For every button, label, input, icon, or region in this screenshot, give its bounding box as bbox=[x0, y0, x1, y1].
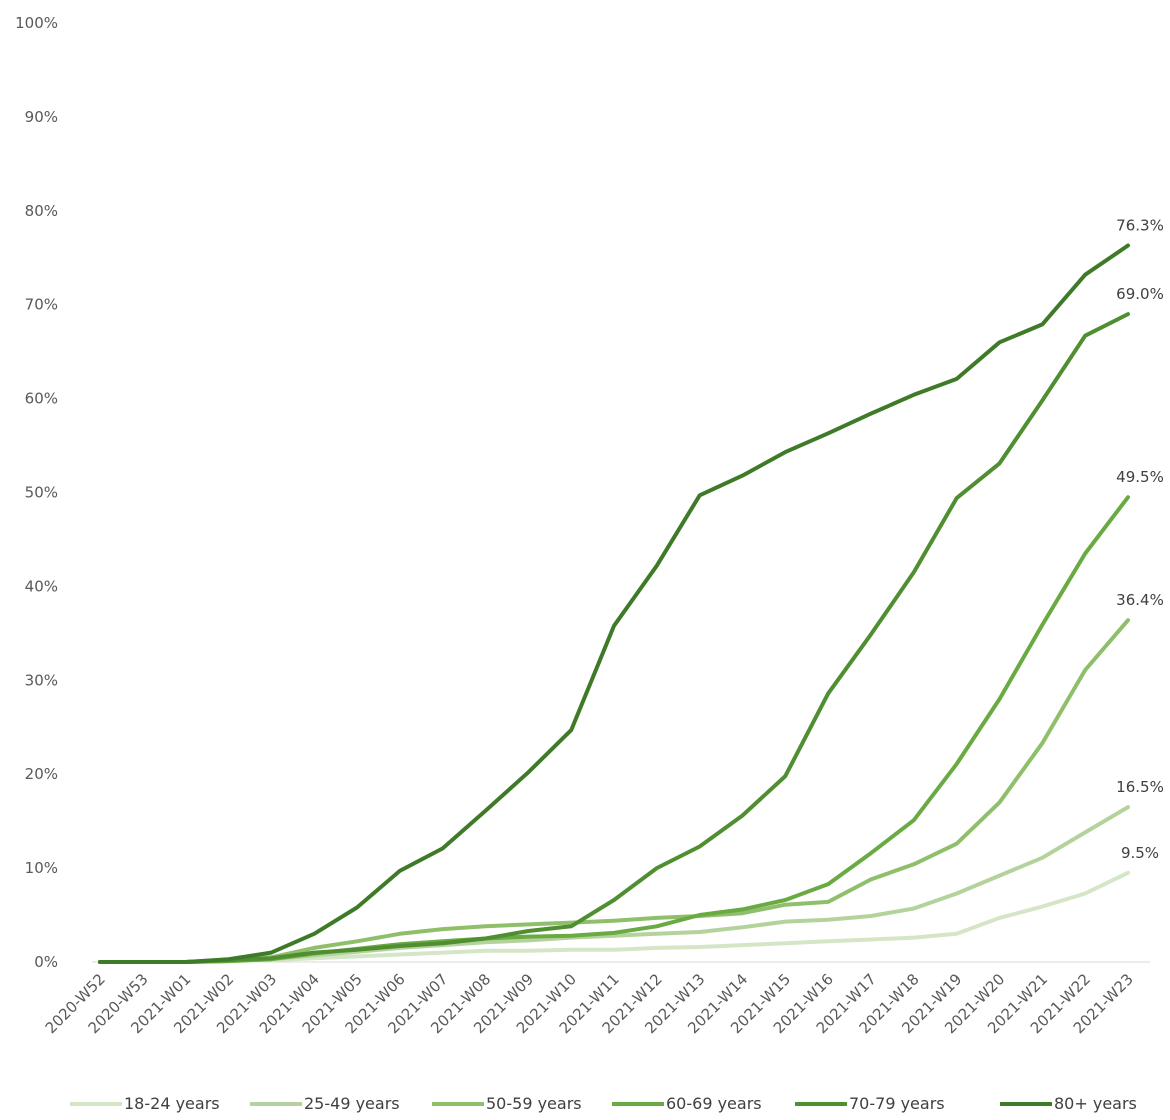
series-line-80-years bbox=[98, 243, 1130, 964]
y-tick-label: 70% bbox=[25, 296, 58, 314]
legend-label-60-69-years: 60-69 years bbox=[666, 1094, 762, 1113]
x-axis: 2020-W522020-W532021-W012021-W022021-W03… bbox=[42, 961, 1150, 1037]
legend-label-70-79-years: 70-79 years bbox=[849, 1094, 945, 1113]
series-line-70-79-years bbox=[98, 312, 1130, 964]
end-labels: 9.5% 16.5% 36.4% 49.5% 69.0% 76.3% bbox=[1116, 217, 1164, 862]
series-layer bbox=[98, 243, 1130, 964]
legend-label-80-years: 80+ years bbox=[1054, 1094, 1137, 1113]
y-tick-label: 100% bbox=[15, 14, 58, 32]
data-label-70-79-years: 69.0% bbox=[1116, 285, 1164, 303]
data-label-80-years: 76.3% bbox=[1116, 217, 1164, 235]
legend-label-25-49-years: 25-49 years bbox=[304, 1094, 400, 1113]
legend-label-50-59-years: 50-59 years bbox=[486, 1094, 582, 1113]
y-tick-label: 10% bbox=[25, 859, 58, 877]
y-tick-label: 80% bbox=[25, 202, 58, 220]
legend: 18-24 years 25-49 years 50-59 years 60-69 y… bbox=[70, 1094, 1137, 1113]
y-tick-label: 40% bbox=[25, 577, 58, 595]
y-axis: 0% 10% 20% 30% 40% 50% 60% 70% 80% 90% 100% bbox=[15, 14, 58, 971]
series-line-60-69-years bbox=[98, 495, 1130, 964]
data-label-18-24-years: 9.5% bbox=[1121, 844, 1159, 862]
data-label-60-69-years: 49.5% bbox=[1116, 468, 1164, 486]
series-line-25-49-years bbox=[98, 805, 1130, 964]
y-tick-label: 0% bbox=[34, 953, 58, 971]
y-tick-label: 30% bbox=[25, 671, 58, 689]
series-line-50-59-years bbox=[98, 618, 1130, 964]
y-tick-label: 60% bbox=[25, 390, 58, 408]
y-tick-label: 90% bbox=[25, 108, 58, 126]
y-tick-label: 20% bbox=[25, 765, 58, 783]
legend-label-18-24-years: 18-24 years bbox=[124, 1094, 220, 1113]
data-label-50-59-years: 36.4% bbox=[1116, 591, 1164, 609]
data-label-25-49-years: 16.5% bbox=[1116, 778, 1164, 796]
y-tick-label: 50% bbox=[25, 484, 58, 502]
